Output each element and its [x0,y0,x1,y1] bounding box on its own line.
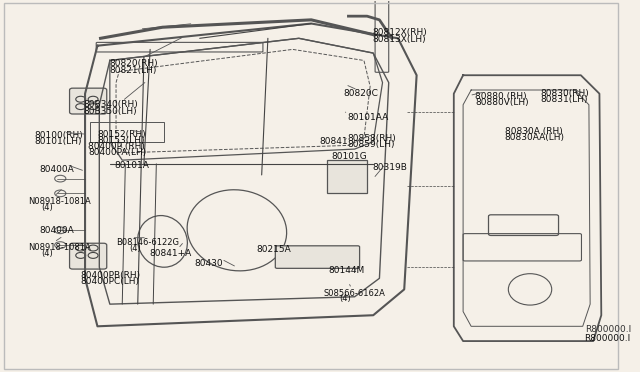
FancyBboxPatch shape [70,243,107,269]
Text: N08918-1081A: N08918-1081A [28,197,91,206]
Bar [327,160,367,193]
Text: 80841: 80841 [319,137,348,146]
Text: 80880V(LH): 80880V(LH) [476,98,529,107]
Text: 80812X(RH): 80812X(RH) [372,28,427,37]
Text: 80B340(RH): 80B340(RH) [84,100,139,109]
Text: 80101AA: 80101AA [348,113,388,122]
Text: 80400P (RH): 80400P (RH) [88,142,145,151]
Text: 80830A (RH): 80830A (RH) [504,127,563,136]
Text: 80430: 80430 [195,259,223,268]
Text: 80101G: 80101G [332,152,367,161]
Text: 80858(RH): 80858(RH) [348,134,396,143]
Text: B08146-6122G: B08146-6122G [116,238,179,247]
Text: 80813X(LH): 80813X(LH) [372,35,426,44]
Text: 80830(RH): 80830(RH) [541,89,589,98]
Text: 80820(RH): 80820(RH) [110,59,159,68]
Text: 80400PB(RH): 80400PB(RH) [81,271,141,280]
FancyBboxPatch shape [275,246,360,268]
Text: 80400A: 80400A [40,164,75,174]
Text: S08566-6162A: S08566-6162A [324,289,385,298]
Text: 80841+A: 80841+A [149,249,191,258]
Text: 80101A: 80101A [114,161,149,170]
Text: R800000.I: R800000.I [584,334,630,343]
Text: 80830AA(LH): 80830AA(LH) [504,133,564,142]
Text: N08918-1081A: N08918-1081A [28,243,91,252]
Text: (4): (4) [339,294,351,303]
Text: 80821(LH): 80821(LH) [110,66,157,75]
Text: 80880 (RH): 80880 (RH) [476,92,527,101]
Text: 80215A: 80215A [257,245,291,254]
Text: 80101(LH): 80101(LH) [34,137,82,146]
Text: 80831(LH): 80831(LH) [541,95,588,104]
Text: R800000.I: R800000.I [585,326,632,334]
FancyBboxPatch shape [70,88,107,114]
Text: (4): (4) [130,244,141,253]
Text: 80319B: 80319B [372,163,407,172]
Text: 80B350(LH): 80B350(LH) [84,107,138,116]
Text: 80152(RH): 80152(RH) [97,130,146,139]
Text: 80859(LH): 80859(LH) [348,140,395,149]
Text: 80400A: 80400A [40,226,75,235]
Text: 80144M: 80144M [328,266,365,276]
Text: 80820C: 80820C [344,89,378,98]
Text: 80153(LH): 80153(LH) [97,136,145,145]
Text: (4): (4) [42,249,53,258]
Text: (4): (4) [42,203,53,212]
Text: 80400PC(LH): 80400PC(LH) [81,277,140,286]
Text: 80100(RH): 80100(RH) [34,131,83,140]
Text: 80400PA(LH): 80400PA(LH) [88,148,147,157]
